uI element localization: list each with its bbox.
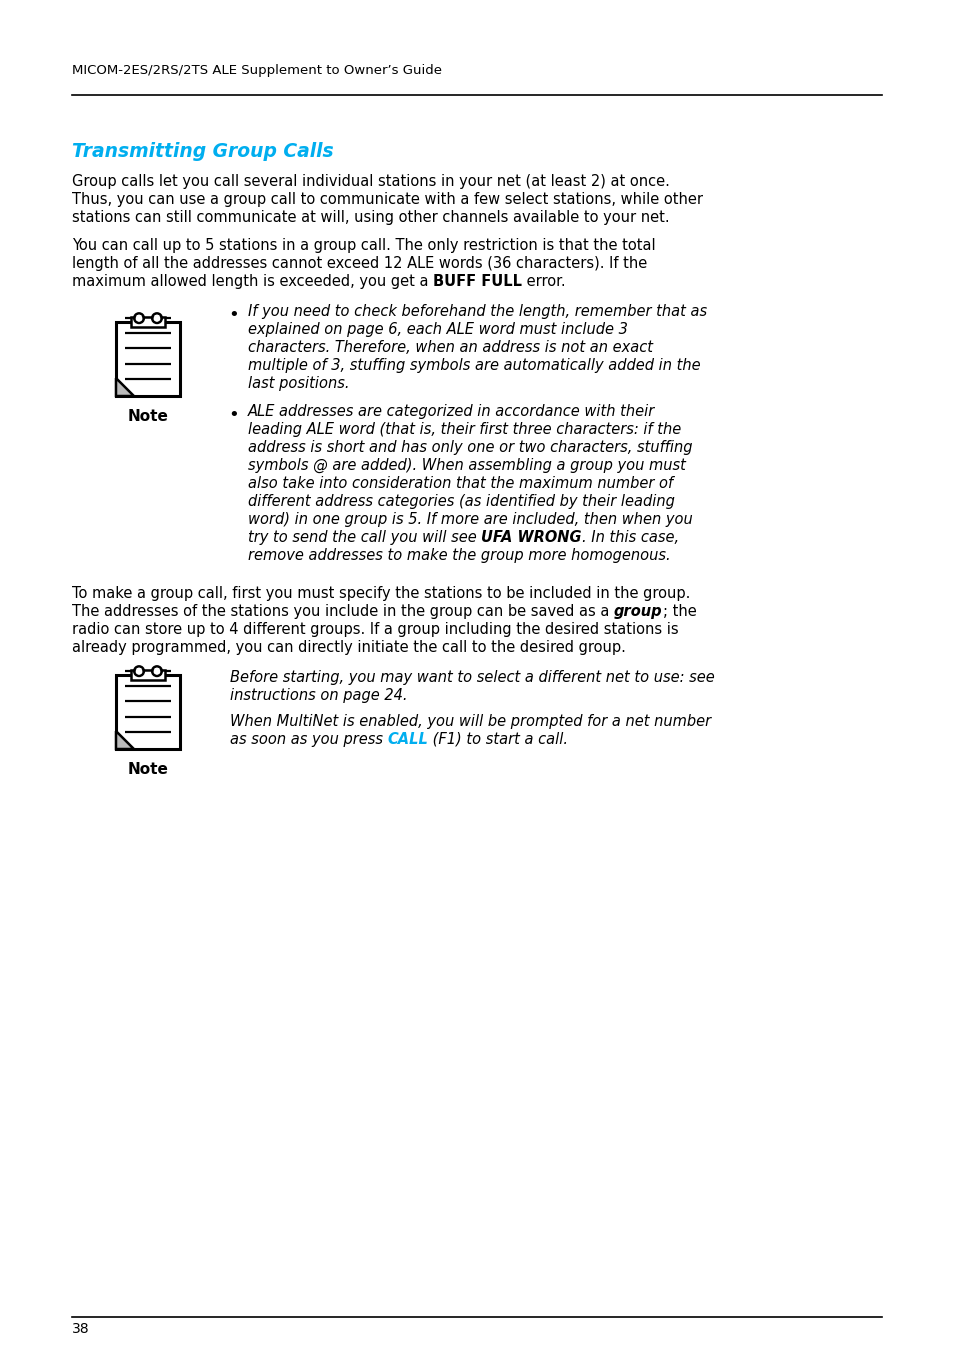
- Text: Before starting, you may want to select a different net to use: see: Before starting, you may want to select …: [230, 671, 714, 685]
- Text: different address categories (as identified by their leading: different address categories (as identif…: [248, 493, 674, 508]
- Text: try to send the call you will see: try to send the call you will see: [248, 530, 481, 545]
- Circle shape: [154, 315, 159, 320]
- Text: error.: error.: [521, 274, 565, 289]
- FancyBboxPatch shape: [116, 322, 180, 396]
- Text: Transmitting Group Calls: Transmitting Group Calls: [71, 142, 334, 161]
- Circle shape: [136, 669, 141, 673]
- Text: address is short and has only one or two characters, stuffing: address is short and has only one or two…: [248, 439, 692, 456]
- Text: •: •: [228, 306, 238, 324]
- Text: The addresses of the stations you include in the group can be saved as a: The addresses of the stations you includ…: [71, 604, 614, 619]
- Text: instructions on page 24.: instructions on page 24.: [230, 688, 407, 703]
- Text: ; the: ; the: [662, 604, 696, 619]
- Text: leading ALE word (that is, their first three characters: if the: leading ALE word (that is, their first t…: [248, 422, 680, 437]
- Text: 38: 38: [71, 1322, 90, 1336]
- Text: You can call up to 5 stations in a group call. The only restriction is that the : You can call up to 5 stations in a group…: [71, 238, 655, 253]
- Text: . In this case,: . In this case,: [581, 530, 679, 545]
- Text: explained on page 6, each ALE word must include 3: explained on page 6, each ALE word must …: [248, 322, 627, 337]
- Text: radio can store up to 4 different groups. If a group including the desired stati: radio can store up to 4 different groups…: [71, 622, 678, 637]
- Circle shape: [154, 669, 159, 673]
- Text: maximum allowed length is exceeded, you get a: maximum allowed length is exceeded, you …: [71, 274, 433, 289]
- Text: CALL: CALL: [387, 731, 428, 748]
- Text: length of all the addresses cannot exceed 12 ALE words (36 characters). If the: length of all the addresses cannot excee…: [71, 256, 646, 270]
- Text: To make a group call, first you must specify the stations to be included in the : To make a group call, first you must spe…: [71, 585, 690, 602]
- Text: also take into consideration that the maximum number of: also take into consideration that the ma…: [248, 476, 673, 491]
- Circle shape: [136, 315, 141, 320]
- Text: characters. Therefore, when an address is not an exact: characters. Therefore, when an address i…: [248, 339, 652, 356]
- Text: Note: Note: [128, 410, 169, 425]
- Text: already programmed, you can directly initiate the call to the desired group.: already programmed, you can directly ini…: [71, 639, 625, 654]
- Text: group: group: [614, 604, 662, 619]
- Text: If you need to check beforehand the length, remember that as: If you need to check beforehand the leng…: [248, 304, 706, 319]
- Text: ALE addresses are categorized in accordance with their: ALE addresses are categorized in accorda…: [248, 404, 655, 419]
- Text: last positions.: last positions.: [248, 376, 349, 391]
- Text: MICOM-2ES/2RS/2TS ALE Supplement to Owner’s Guide: MICOM-2ES/2RS/2TS ALE Supplement to Owne…: [71, 64, 441, 77]
- Polygon shape: [116, 379, 133, 396]
- FancyBboxPatch shape: [116, 675, 180, 749]
- Text: Group calls let you call several individual stations in your net (at least 2) at: Group calls let you call several individ…: [71, 174, 669, 189]
- Text: word) in one group is 5. If more are included, then when you: word) in one group is 5. If more are inc…: [248, 512, 692, 527]
- Text: When MultiNet is enabled, you will be prompted for a net number: When MultiNet is enabled, you will be pr…: [230, 714, 710, 729]
- Text: •: •: [228, 406, 238, 425]
- Text: stations can still communicate at will, using other channels available to your n: stations can still communicate at will, …: [71, 210, 669, 224]
- Text: Note: Note: [128, 763, 169, 777]
- Polygon shape: [116, 731, 133, 749]
- Text: (F1) to start a call.: (F1) to start a call.: [428, 731, 568, 748]
- Text: UFA WRONG: UFA WRONG: [481, 530, 581, 545]
- Text: as soon as you press: as soon as you press: [230, 731, 387, 748]
- Text: multiple of 3, stuffing symbols are automatically added in the: multiple of 3, stuffing symbols are auto…: [248, 358, 700, 373]
- Text: Thus, you can use a group call to communicate with a few select stations, while : Thus, you can use a group call to commun…: [71, 192, 702, 207]
- Text: symbols @ are added). When assembling a group you must: symbols @ are added). When assembling a …: [248, 458, 685, 473]
- Text: BUFF FULL: BUFF FULL: [433, 274, 521, 289]
- FancyBboxPatch shape: [132, 671, 165, 680]
- FancyBboxPatch shape: [132, 318, 165, 327]
- Text: remove addresses to make the group more homogenous.: remove addresses to make the group more …: [248, 548, 670, 562]
